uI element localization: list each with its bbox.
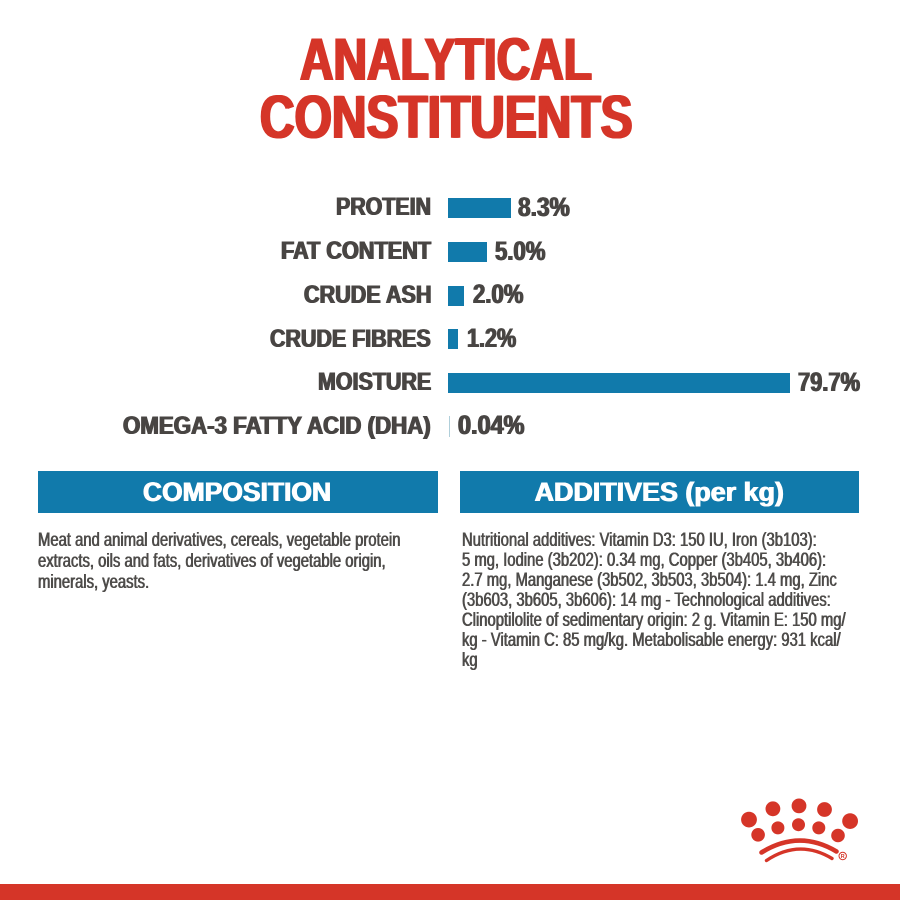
- svg-text:R: R: [841, 854, 845, 860]
